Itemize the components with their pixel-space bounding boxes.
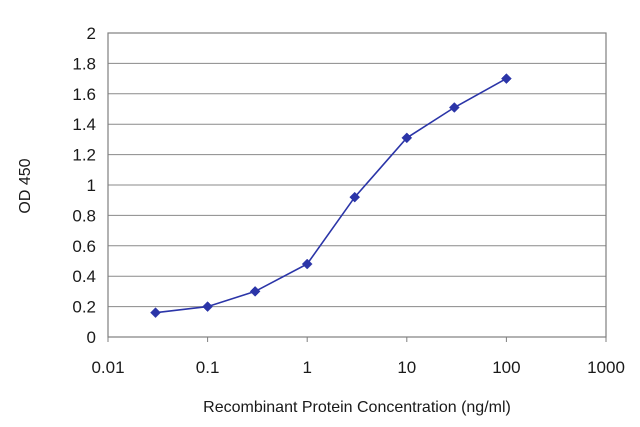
x-tick-label: 0.1: [196, 358, 220, 377]
grid-lines: [108, 62, 606, 308]
x-tick-label: 1: [302, 358, 311, 377]
plot-area: [107, 32, 607, 338]
data-point: [448, 102, 460, 113]
y-tick-label: 2: [87, 24, 96, 43]
x-axis-label: Recombinant Protein Concentration (ng/ml…: [203, 399, 511, 416]
y-tick-label: 0.2: [72, 298, 96, 317]
data-point: [150, 307, 161, 319]
y-tick-label: 1.8: [72, 54, 96, 73]
x-tick-label: 1000: [587, 358, 625, 377]
data-point: [401, 132, 413, 144]
y-tick-label: 1.4: [72, 115, 96, 134]
series-line: [155, 77, 507, 314]
y-tick-label: 1.2: [72, 146, 96, 165]
y-tick-label: 0.4: [72, 267, 96, 286]
y-tick-label: 1.6: [72, 85, 96, 104]
y-tick-label: 1: [87, 176, 96, 195]
x-tick-label: 100: [492, 358, 520, 377]
data-point: [202, 301, 213, 312]
x-axis-tick-labels: 0.01 0.1 1 10 100 1000: [91, 358, 624, 377]
data-point: [301, 258, 313, 270]
data-point: [501, 73, 512, 84]
data-point: [349, 191, 361, 203]
data-point: [249, 286, 261, 297]
y-tick-label: 0.8: [72, 206, 96, 225]
x-tick-label: 10: [397, 358, 416, 377]
y-tick-label: 0.6: [72, 237, 96, 256]
y-tick-label: 0: [87, 328, 96, 347]
y-axis-label: OD 450: [17, 158, 34, 213]
y-axis-tick-labels: 0 0.2 0.4 0.6 0.8 1 1.2 1.4 1.6 1.8 2: [72, 24, 96, 347]
x-tick-label: 0.01: [91, 358, 124, 377]
series-layer: [150, 73, 512, 319]
x-axis-ticks: [107, 337, 607, 342]
